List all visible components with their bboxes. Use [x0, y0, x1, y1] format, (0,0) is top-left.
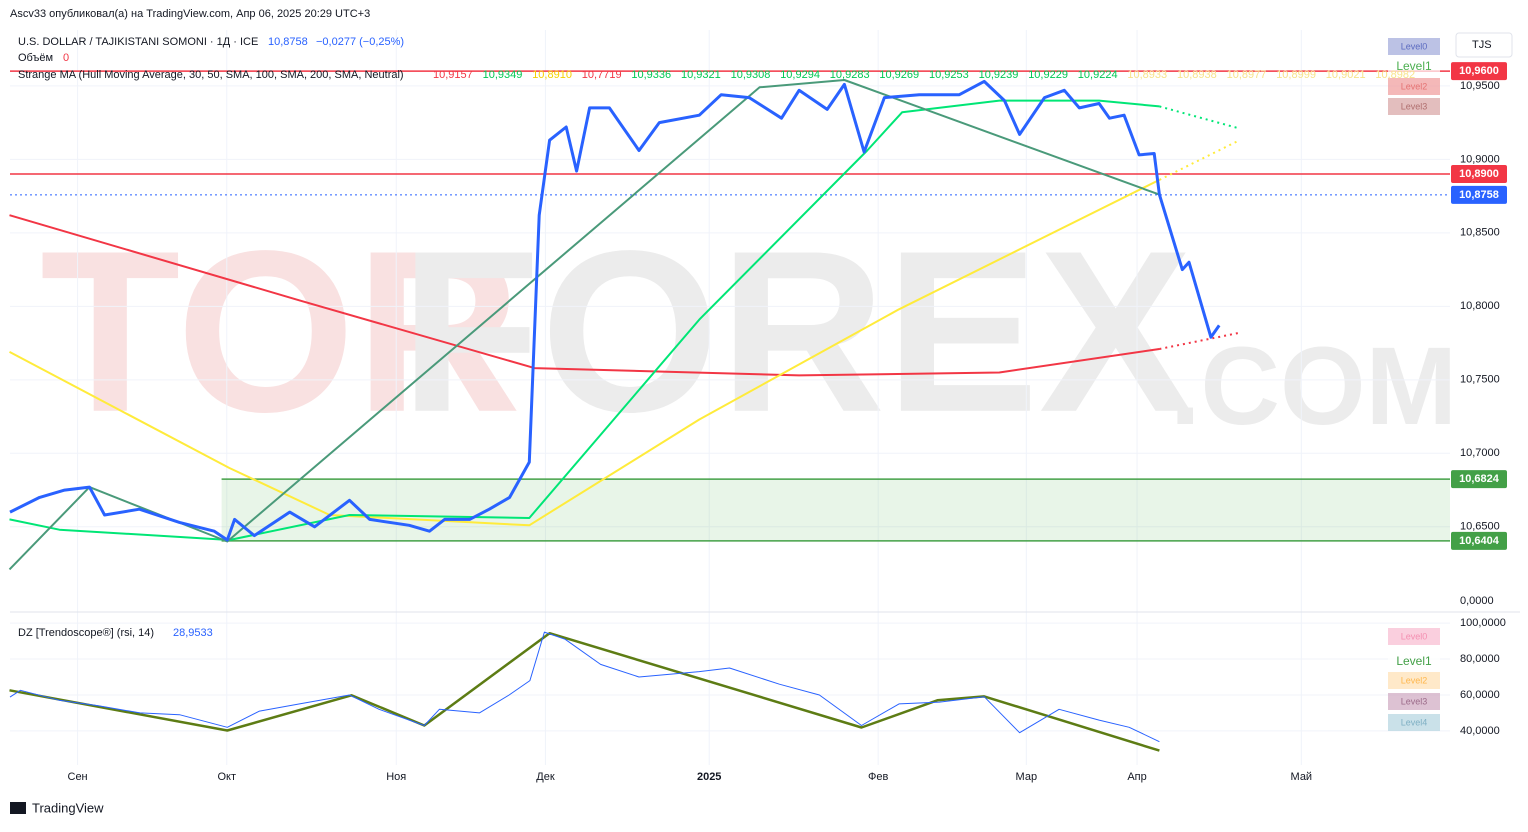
- level-label: Level3: [1401, 696, 1428, 706]
- indicator-value: 10,9239: [979, 69, 1019, 81]
- price-label: 10,6824: [1459, 473, 1500, 485]
- chart-title: U.S. DOLLAR / TAJIKISTANI SOMONI · 1Д · …: [18, 36, 258, 48]
- x-tick-label: Мар: [1016, 771, 1038, 783]
- y-tick-label: 10,8000: [1460, 300, 1500, 312]
- currency-box: [1455, 32, 1513, 58]
- indicator-value: 10,9269: [879, 69, 919, 81]
- y-tick-label: 10,7000: [1460, 447, 1500, 459]
- last-price: 10,8758: [268, 36, 308, 48]
- indicator-value: 10,9321: [681, 69, 721, 81]
- indicator-value: 10,9308: [731, 69, 771, 81]
- price-change: −0,0277 (−0,25%): [316, 36, 404, 48]
- volume-value: 0: [63, 52, 69, 64]
- level-label: Level2: [1401, 675, 1428, 685]
- x-tick-label: Окт: [218, 771, 237, 783]
- indicator-value: 10,9157: [433, 69, 473, 81]
- series-line: [1159, 331, 1240, 350]
- indicator-value: 10,9294: [780, 69, 820, 81]
- indicator-value: 10,8938: [1177, 69, 1217, 81]
- watermark: .COM: [1170, 325, 1457, 448]
- level-box: [1388, 693, 1440, 710]
- price-label: 10,6404: [1459, 535, 1500, 547]
- indicator-value: 10,9224: [1078, 69, 1118, 81]
- watermark: TOR: [40, 203, 521, 460]
- indicator-name: Strange MA (Hull Moving Average, 30, 50,…: [18, 69, 404, 81]
- y-tick-label: 10,6500: [1460, 521, 1500, 533]
- indicator-value: 10,8933: [1127, 69, 1167, 81]
- zone: [221, 479, 1451, 541]
- level-box: [1388, 628, 1440, 645]
- indicator-value: 10,9283: [830, 69, 870, 81]
- level-box: [1388, 58, 1440, 75]
- level-box: [1388, 651, 1440, 673]
- level-box: [1388, 38, 1440, 55]
- volume-label: Объём: [18, 52, 53, 64]
- volume-axis-label: 0,0000: [1460, 595, 1494, 607]
- y-tick-label: 10,7500: [1460, 374, 1500, 386]
- y-tick-label: 10,8500: [1460, 227, 1500, 239]
- rsi-title: DZ [Trendoscope®] (rsi, 14): [18, 627, 154, 639]
- x-tick-label: Апр: [1127, 771, 1146, 783]
- indicator-value: 10,9349: [483, 69, 523, 81]
- indicator-value: 10,8982: [1375, 69, 1415, 81]
- x-tick-label: Май: [1291, 771, 1313, 783]
- x-tick-label: 2025: [697, 771, 721, 783]
- level-box: [1388, 78, 1440, 95]
- level-label: Level2: [1401, 81, 1428, 91]
- footer-icon: [10, 802, 26, 814]
- series-line: [9, 214, 1160, 377]
- indicator-value: 10,9336: [631, 69, 671, 81]
- watermark: FOREX: [400, 203, 1192, 460]
- indicator-value: 10,8999: [1276, 69, 1316, 81]
- series-line: [9, 631, 1160, 752]
- price-label: 10,9600: [1459, 65, 1499, 77]
- y-tick-label: 10,9000: [1460, 153, 1500, 165]
- level-label: Level1: [1396, 59, 1432, 73]
- series-line: [9, 99, 1160, 541]
- level-label: Level0: [1401, 41, 1428, 51]
- price-label-box: [1451, 62, 1507, 81]
- indicator-value: 10,9253: [929, 69, 969, 81]
- price-label-box: [1451, 185, 1507, 204]
- level-label: Level1: [1396, 654, 1432, 668]
- series-line: [8, 79, 1160, 571]
- indicator-value: 10,9021: [1326, 69, 1366, 81]
- indicator-value: 10,9229: [1028, 69, 1068, 81]
- x-tick-label: Ноя: [386, 771, 406, 783]
- indicator-value: 10,7719: [582, 69, 622, 81]
- level-box: [1388, 672, 1440, 689]
- level-label: Level3: [1401, 101, 1428, 111]
- level-box: [1388, 714, 1440, 731]
- price-label: 10,8758: [1459, 189, 1499, 201]
- y-tick-label: 10,9500: [1460, 80, 1500, 92]
- y-tick-label: 80,0000: [1460, 653, 1500, 665]
- price-label: 10,8900: [1459, 168, 1499, 180]
- footer-logo: TradingView: [32, 800, 104, 815]
- x-tick-label: Сен: [68, 771, 88, 783]
- level-label: Level0: [1401, 631, 1428, 641]
- x-tick-label: Фев: [868, 771, 888, 783]
- price-label-box: [1451, 531, 1507, 550]
- rsi-value: 28,9533: [173, 627, 213, 639]
- x-tick-label: Дек: [536, 771, 555, 783]
- series-line: [1159, 105, 1240, 130]
- indicator-value: 10,8977: [1227, 69, 1267, 81]
- price-label-box: [1451, 165, 1507, 184]
- author: Ascv33 опубликовал(а) на TradingView.com…: [10, 8, 370, 20]
- level-box: [1388, 98, 1440, 115]
- level-label: Level4: [1401, 717, 1428, 727]
- y-tick-label: 100,0000: [1460, 617, 1506, 629]
- series-line: [9, 179, 1160, 527]
- series-line: [9, 79, 1221, 542]
- currency: TJS: [1472, 39, 1492, 51]
- series-line: [9, 631, 1160, 743]
- indicator-value: 10,8910: [532, 69, 572, 81]
- y-tick-label: 60,0000: [1460, 689, 1500, 701]
- price-label-box: [1451, 470, 1507, 489]
- y-tick-label: 40,0000: [1460, 725, 1500, 737]
